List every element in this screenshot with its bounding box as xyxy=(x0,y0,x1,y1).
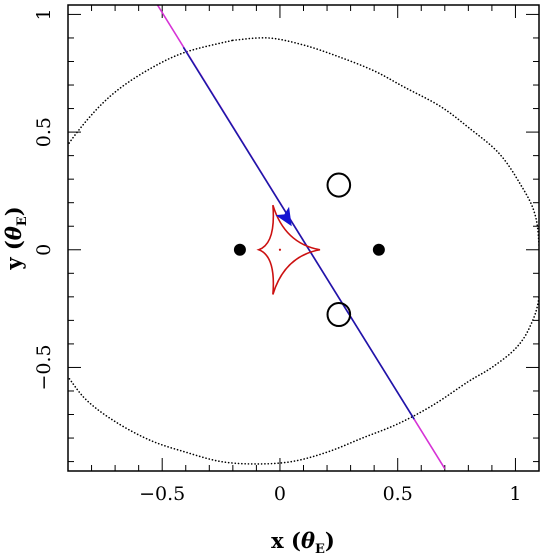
plot-area xyxy=(68,5,539,470)
direction-arrow xyxy=(275,206,292,227)
x-tick-label: 1 xyxy=(509,483,521,505)
x-axis-title: x (θE) xyxy=(271,528,335,555)
y-tick-label-group: 0 xyxy=(33,244,55,256)
caustic xyxy=(256,204,321,295)
x-axis-title-subscript: E xyxy=(315,542,325,555)
caustic-center-dot xyxy=(278,248,282,251)
lensed-image-1 xyxy=(326,172,352,198)
y-tick-label: −0.5 xyxy=(33,344,55,390)
lensed-image-2 xyxy=(326,301,352,328)
y-axis-title-subscript: E xyxy=(15,216,30,226)
plot-frame xyxy=(67,4,540,472)
source-trajectory-blue xyxy=(182,46,415,420)
x-tick-label: 0.5 xyxy=(383,483,413,505)
y-tick-label: 0 xyxy=(33,244,55,256)
x-tick-label: −0.5 xyxy=(139,483,185,505)
y-tick-labels: −0.5 0 0.5 1 xyxy=(33,8,55,390)
y-tick-label: 1 xyxy=(33,8,55,20)
y-tick-label-group: −0.5 xyxy=(33,344,55,390)
x-tick-label: 0 xyxy=(274,483,286,505)
y-tick-label: 0.5 xyxy=(33,117,55,147)
critical-curve xyxy=(68,37,539,465)
y-tick-label-group: 1 xyxy=(33,8,55,20)
lens-mass-2 xyxy=(372,243,385,256)
x-tick-labels: −0.5 0 0.5 1 xyxy=(139,483,521,505)
y-tick-label-group: 0.5 xyxy=(33,117,55,147)
lens-mass-1 xyxy=(233,243,246,256)
y-axis-title: y (θE) xyxy=(1,206,30,270)
